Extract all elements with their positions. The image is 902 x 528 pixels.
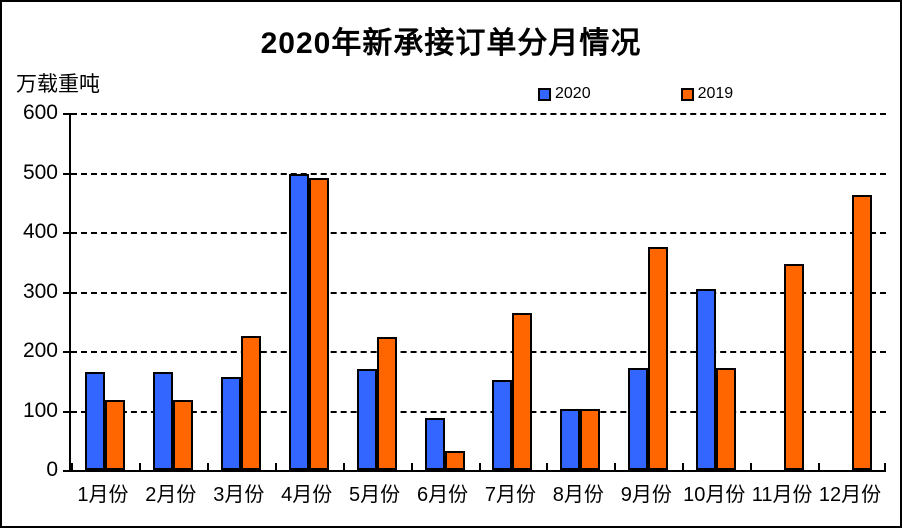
bar-2019-5月份: [376, 337, 397, 470]
legend-item-2020: 2020: [538, 85, 591, 103]
legend: 2020 2019: [538, 85, 733, 103]
x-tick-label-7月份: 7月份: [484, 484, 537, 506]
bar-2019-10月份: [716, 368, 737, 470]
y-tick-label-300: 300: [22, 279, 58, 303]
bar-2020-9月份: [628, 367, 649, 470]
bar-2020-10月份: [696, 288, 717, 470]
legend-swatch-2019: [680, 87, 694, 101]
x-tick-5: [410, 463, 413, 470]
x-tick-3: [274, 463, 277, 470]
y-tick-500: [63, 172, 69, 175]
gridline-200: [71, 351, 886, 353]
x-tick-12: [884, 463, 886, 470]
bar-2020-7月份: [492, 379, 513, 470]
bar-2019-11月份: [784, 264, 805, 470]
y-tick-label-0: 0: [46, 458, 58, 481]
bar-2020-3月份: [220, 376, 241, 470]
y-tick-label-400: 400: [22, 220, 58, 243]
gridline-600: [71, 113, 886, 115]
x-tick-7: [546, 463, 549, 470]
chart-title: 2020年新承接订单分月情况: [260, 27, 642, 60]
x-tick-label-10月份: 10月份: [683, 484, 746, 506]
x-tick-label-3月份: 3月份: [213, 484, 265, 506]
y-axis-unit-label: 万载重吨: [16, 73, 100, 96]
bar-2019-8月份: [580, 409, 601, 470]
x-tick-label-11月份: 11月份: [751, 484, 813, 506]
legend-item-2019: 2019: [680, 85, 734, 103]
y-tick-400: [63, 232, 69, 234]
y-tick-200: [63, 351, 69, 353]
x-tick-6: [478, 463, 481, 470]
x-tick-8: [614, 463, 617, 470]
bar-2019-12月份: [852, 195, 873, 470]
bar-2019-9月份: [648, 247, 669, 470]
x-tick-2: [206, 463, 209, 470]
bar-2019-2月份: [172, 400, 193, 470]
bar-2020-6月份: [424, 417, 445, 470]
y-tick-100: [63, 410, 69, 413]
bar-2020-1月份: [84, 371, 105, 470]
bar-2020-2月份: [152, 371, 173, 470]
x-tick-9: [682, 463, 685, 470]
y-tick-label-600: 600: [22, 101, 58, 124]
plot-area: [69, 113, 886, 472]
legend-swatch-2020: [538, 87, 551, 101]
x-tick-0: [71, 463, 73, 470]
bar-2019-4月份: [308, 178, 329, 470]
x-tick-label-8月份: 8月份: [552, 484, 604, 506]
y-tick-300: [63, 291, 69, 294]
y-tick-label-200: 200: [22, 339, 58, 362]
bar-2020-5月份: [356, 368, 377, 470]
x-tick-10: [750, 463, 753, 470]
bar-2019-6月份: [444, 450, 465, 470]
y-tick-label-100: 100: [22, 398, 58, 422]
bar-2019-3月份: [240, 336, 261, 470]
gridline-300: [71, 291, 886, 294]
legend-label-2020: 2020: [555, 85, 591, 102]
bar-2020-4月份: [288, 173, 309, 470]
y-tick-0: [63, 470, 69, 472]
gridline-500: [71, 172, 886, 175]
x-tick-label-2月份: 2月份: [145, 484, 197, 506]
bar-2019-1月份: [104, 400, 125, 470]
x-tick-label-1月份: 1月份: [77, 484, 129, 506]
x-tick-label-12月份: 12月份: [818, 484, 882, 506]
x-tick-1: [138, 463, 141, 470]
gridline-100: [71, 410, 886, 413]
legend-label-2019: 2019: [697, 85, 734, 102]
bar-2020-8月份: [560, 408, 581, 470]
bar-2019-7月份: [512, 312, 533, 470]
x-tick-11: [818, 463, 821, 470]
x-tick-label-9月份: 9月份: [620, 484, 672, 506]
x-tick-label-5月份: 5月份: [349, 484, 401, 506]
gridline-400: [71, 232, 886, 234]
x-tick-4: [342, 463, 345, 470]
x-tick-label-6月份: 6月份: [416, 484, 469, 506]
y-tick-600: [63, 113, 69, 115]
y-tick-label-500: 500: [22, 160, 58, 184]
x-tick-label-4月份: 4月份: [281, 484, 333, 506]
